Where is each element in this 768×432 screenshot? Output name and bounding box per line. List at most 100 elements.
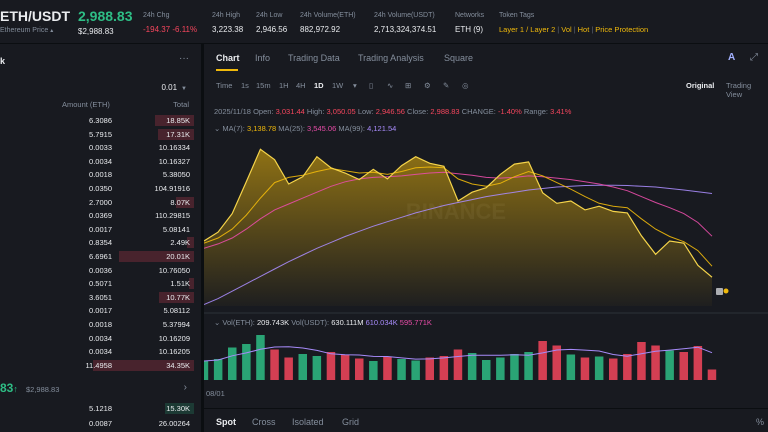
pair-title[interactable]: ETH/USDT bbox=[0, 8, 70, 24]
indicators-icon[interactable]: ∿ bbox=[387, 81, 394, 90]
tab-chart[interactable]: Chart bbox=[216, 53, 240, 63]
volume-bar bbox=[298, 354, 307, 380]
ma99-value: 4,121.54 bbox=[367, 124, 397, 133]
stat-label: 24h High bbox=[212, 12, 241, 19]
ask-row[interactable]: 0.0350 104.91916 bbox=[0, 182, 201, 195]
view-original[interactable]: Original bbox=[686, 81, 715, 90]
ai-icon[interactable]: A bbox=[727, 52, 736, 63]
ask-row[interactable]: 3.6051 10.77K bbox=[0, 291, 201, 304]
depth-bar bbox=[165, 403, 194, 414]
view-trading-view[interactable]: Trading View bbox=[726, 81, 752, 99]
col-header-amount: Amount (ETH) bbox=[62, 100, 110, 109]
interval-time[interactable]: Time bbox=[216, 81, 233, 90]
x-tick-label: 08/01 bbox=[206, 389, 225, 398]
order-form-tabs: Spot Cross Isolated Grid % bbox=[204, 408, 768, 432]
tab-trading-analysis[interactable]: Trading Analysis bbox=[358, 53, 424, 63]
tab-spot[interactable]: Spot bbox=[216, 417, 236, 427]
depth-bar bbox=[158, 128, 194, 140]
tab-info[interactable]: Info bbox=[255, 53, 271, 63]
order-total: 18.85K bbox=[166, 116, 190, 125]
token-tags-label: Token Tags bbox=[499, 12, 535, 19]
ask-row[interactable]: 0.5071 1.51K bbox=[0, 277, 201, 290]
vol-eth-value: 209.743K bbox=[257, 318, 290, 327]
tab-grid[interactable]: Grid bbox=[342, 417, 360, 427]
interval-15m[interactable]: 15m bbox=[256, 81, 271, 90]
volume-bar bbox=[326, 352, 336, 380]
bid-row[interactable]: 5.1218 15.30K bbox=[0, 402, 201, 415]
ask-row[interactable]: 6.6961 20.01K bbox=[0, 250, 201, 263]
interval-4h[interactable]: 4H bbox=[296, 81, 306, 90]
order-amount: 0.0017 bbox=[89, 224, 112, 234]
volume-bar bbox=[397, 359, 406, 380]
token-tag[interactable]: Price Protection bbox=[595, 25, 649, 34]
stat-networks[interactable]: Networks ETH (9) bbox=[455, 12, 484, 34]
grid-layout-icon[interactable]: ⊞ bbox=[405, 81, 412, 90]
stat-value: ETH (9) bbox=[455, 25, 483, 34]
interval-1d[interactable]: 1D bbox=[314, 81, 324, 90]
ask-row[interactable]: 0.0036 10.76050 bbox=[0, 264, 201, 277]
stat-24h-high: 24h High 3,223.38 bbox=[212, 12, 243, 34]
volume-bar bbox=[411, 360, 420, 380]
tab-trading-data[interactable]: Trading Data bbox=[288, 53, 340, 63]
ask-row[interactable]: 0.0018 5.37994 bbox=[0, 318, 201, 331]
order-amount: 0.5071 bbox=[89, 279, 112, 289]
token-tag[interactable]: Vol bbox=[561, 25, 572, 34]
depth-bar bbox=[155, 115, 194, 126]
volume-bar bbox=[355, 358, 364, 380]
volume-bar bbox=[637, 342, 646, 380]
settings-icon[interactable]: ⚙ bbox=[424, 81, 431, 90]
ask-row[interactable]: 0.8354 2.49K bbox=[0, 236, 201, 249]
order-total: 2.49K bbox=[170, 238, 190, 248]
volume-bar bbox=[256, 335, 265, 380]
ask-row[interactable]: 0.0018 5.38050 bbox=[0, 168, 201, 181]
order-amount: 0.0018 bbox=[89, 170, 112, 180]
tab-isolated[interactable]: Isolated bbox=[292, 417, 324, 427]
order-total: 10.16205 bbox=[158, 347, 190, 357]
more-options-icon[interactable]: ··· bbox=[179, 53, 189, 64]
ask-row[interactable]: 0.0033 10.16334 bbox=[0, 141, 201, 154]
target-icon[interactable]: ◎ bbox=[462, 81, 469, 90]
order-amount: 5.7915 bbox=[89, 129, 112, 139]
ask-row[interactable]: 0.0034 10.16205 bbox=[0, 345, 201, 358]
ask-row[interactable]: 11.4958 34.35K bbox=[0, 359, 201, 372]
expand-icon[interactable]: ⤢ bbox=[750, 52, 758, 63]
draw-tools-icon[interactable]: ✎ bbox=[443, 81, 450, 90]
volume-bar bbox=[566, 354, 576, 380]
volume-bar bbox=[679, 352, 688, 380]
chevron-right-icon[interactable]: › bbox=[183, 382, 187, 393]
bid-row[interactable]: 0.0087 26.00264 bbox=[0, 417, 201, 430]
token-tag[interactable]: Layer 1 / Layer 2 bbox=[499, 25, 556, 34]
order-total: 10.16327 bbox=[158, 156, 190, 166]
ticker-header: ETH/USDT Ethereum Price ▴ 2,988.83 $2,98… bbox=[0, 0, 768, 44]
stat-24h-volume-eth: 24h Volume(ETH) 882,972.92 bbox=[300, 12, 356, 34]
ohlc-close: 2,988.83 bbox=[430, 107, 460, 116]
volume-ma-line bbox=[204, 346, 713, 362]
candlestick-icon[interactable]: ▯ bbox=[369, 81, 374, 90]
ask-row[interactable]: 5.7915 17.31K bbox=[0, 128, 201, 141]
order-amount: 0.0033 bbox=[89, 143, 112, 153]
volume-bar bbox=[439, 356, 449, 380]
chevron-down-icon[interactable]: ⌄ bbox=[214, 318, 221, 327]
ask-row[interactable]: 0.0034 10.16209 bbox=[0, 332, 201, 345]
interval-1h[interactable]: 1H bbox=[279, 81, 289, 90]
ask-row[interactable]: 0.0017 5.08112 bbox=[0, 304, 201, 317]
volume-bar bbox=[453, 349, 463, 380]
ask-row[interactable]: 0.0017 5.08141 bbox=[0, 223, 201, 236]
interval-1w[interactable]: 1W bbox=[332, 81, 344, 90]
tab-square[interactable]: Square bbox=[444, 53, 474, 63]
tab-cross[interactable]: Cross bbox=[252, 417, 276, 427]
token-tag[interactable]: Hot bbox=[577, 25, 590, 34]
pair-subtitle[interactable]: Ethereum Price ▴ bbox=[0, 27, 54, 34]
token-tags: Token Tags Layer 1 / Layer 2 | Vol | Hot | Pri… bbox=[499, 12, 649, 34]
ask-row[interactable]: 0.0034 10.16327 bbox=[0, 155, 201, 168]
stat-value: 3,223.38 bbox=[212, 25, 244, 34]
ask-row[interactable]: 0.0369 110.29815 bbox=[0, 209, 201, 222]
ask-row[interactable]: 2.7000 8.07K bbox=[0, 196, 201, 209]
price-chart[interactable]: BINANCE08/01 bbox=[204, 44, 768, 408]
precision-select[interactable]: 0.01 ▼ bbox=[161, 83, 187, 92]
chevron-down-icon[interactable]: ⌄ bbox=[214, 124, 221, 133]
interval-1s[interactable]: 1s bbox=[241, 81, 249, 90]
interval-more-icon[interactable]: ▾ bbox=[353, 81, 357, 90]
ask-row[interactable]: 6.3086 18.85K bbox=[0, 114, 201, 127]
volume-bar bbox=[594, 356, 604, 380]
